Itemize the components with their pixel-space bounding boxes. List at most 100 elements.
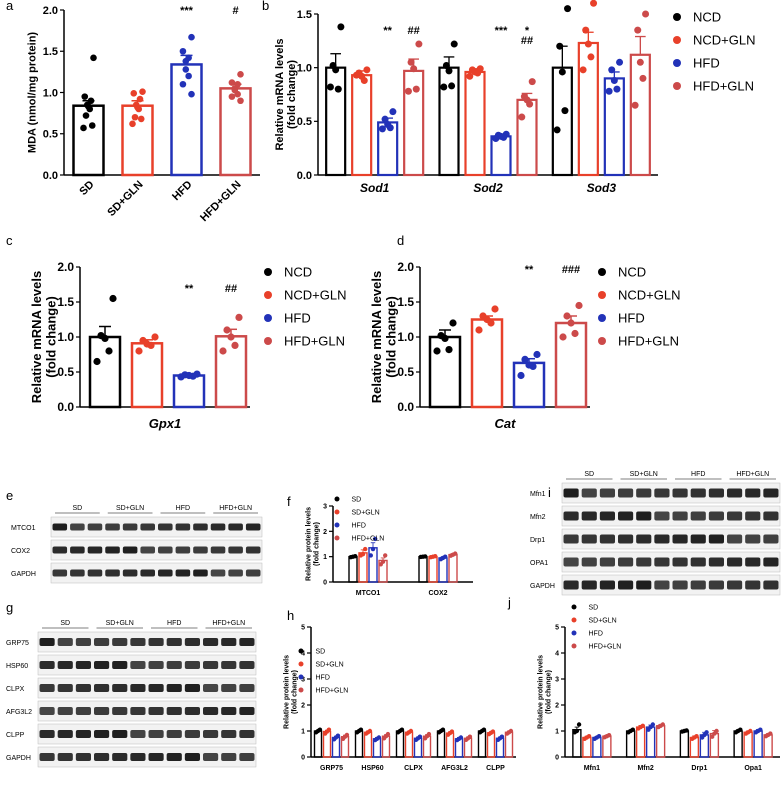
legend-label: NCD <box>284 265 312 280</box>
y-tick-label: 0.0 <box>297 170 312 182</box>
data-point <box>395 730 401 735</box>
panel-label-b: b <box>262 0 269 13</box>
significance-mark: ## <box>521 35 533 47</box>
blot-band <box>708 488 724 498</box>
data-point <box>90 54 97 62</box>
data-point <box>383 553 388 558</box>
y-tick-label: 3 <box>301 676 305 683</box>
blot-band <box>130 730 146 738</box>
blot-band <box>57 753 73 761</box>
data-point <box>631 101 639 109</box>
significance-mark: * <box>525 25 530 37</box>
blot-band <box>672 488 688 498</box>
blot-band <box>87 523 103 531</box>
blot-membrane <box>37 677 257 699</box>
significance-mark: ### <box>562 264 580 276</box>
bar <box>753 730 763 758</box>
bar <box>655 725 666 758</box>
x-tick-label: Sod3 <box>587 181 617 195</box>
group-label: SD+GLN <box>630 471 658 478</box>
data-point <box>579 66 587 74</box>
legend-b: NCD NCD+GLN HFD HFD+GLN <box>673 10 756 94</box>
data-point <box>463 737 469 743</box>
blot-band <box>184 684 200 692</box>
legend-marker <box>298 687 304 693</box>
blot-band <box>727 488 743 498</box>
y-axis-label-line: (fold change) <box>43 296 58 378</box>
blot-band <box>618 488 634 498</box>
blot-band <box>105 569 120 577</box>
blot-band <box>166 661 182 669</box>
legend-label: HFD <box>352 522 366 529</box>
data-point <box>590 0 598 7</box>
bar <box>438 557 448 583</box>
data-point <box>605 87 613 95</box>
data-point <box>474 69 482 77</box>
legend-label: SD <box>316 648 326 655</box>
panel-label-g: g <box>6 600 13 615</box>
blot-band <box>94 638 110 646</box>
data-point <box>331 737 337 742</box>
bar <box>635 726 646 758</box>
y-axis-label-line: (fold change) <box>286 60 298 129</box>
data-point <box>492 135 500 143</box>
x-tick-label: COX2 <box>428 590 447 597</box>
data-point <box>504 731 510 736</box>
data-point <box>418 554 423 560</box>
bar <box>403 69 425 177</box>
y-axis-label: Relative mRNA levels(fold change) <box>369 271 398 403</box>
data-point <box>528 78 536 86</box>
y-tick-label: 1.5 <box>397 295 414 309</box>
data-point <box>477 730 483 735</box>
blot-band <box>184 753 200 761</box>
bar <box>428 555 438 583</box>
data-point <box>679 729 685 734</box>
blot-e: SD SD+GLN HFD HFD+GLN MTCO1 COX2 GAPDH <box>11 505 263 584</box>
blot-band <box>39 753 55 761</box>
y-axis-label: MDA (nmol/mg protein) <box>26 32 38 154</box>
blot-band <box>94 753 110 761</box>
data-point <box>448 82 456 90</box>
blot-band <box>148 638 164 646</box>
blot-band <box>763 557 779 567</box>
blot-band <box>636 580 652 590</box>
data-point <box>556 42 564 50</box>
data-point <box>526 100 534 108</box>
blot-band <box>727 580 743 590</box>
data-point <box>334 85 342 93</box>
bar <box>348 555 358 583</box>
blot-band <box>221 730 237 738</box>
blot-membrane <box>561 482 781 504</box>
blot-membrane <box>37 631 257 653</box>
blot-band <box>122 569 138 577</box>
group-label: SD <box>60 620 70 627</box>
panel-label-e: e <box>6 488 13 503</box>
legend-label: HFD+GLN <box>284 334 345 349</box>
data-point <box>587 53 595 61</box>
blot-band <box>599 511 615 521</box>
data-point <box>563 312 571 320</box>
blot-band <box>39 684 55 692</box>
blot-band <box>763 488 779 498</box>
data-point <box>188 90 195 98</box>
blot-band <box>130 684 146 692</box>
blot-band <box>57 661 73 669</box>
data-point <box>151 333 159 341</box>
blot-band <box>75 753 91 761</box>
y-tick-label: 1.5 <box>297 9 312 21</box>
data-point <box>179 47 187 55</box>
y-tick-label: 0.0 <box>43 170 58 182</box>
bar <box>486 732 496 758</box>
data-point <box>592 736 597 741</box>
panel-label-i: i <box>548 485 551 500</box>
blot-band <box>158 523 173 531</box>
data-point <box>634 26 642 34</box>
legend-marker <box>598 314 606 322</box>
blot-band <box>140 523 155 531</box>
data-point <box>553 126 561 134</box>
legend-marker <box>598 291 606 299</box>
blot-band <box>75 661 91 669</box>
data-point <box>370 546 376 552</box>
blot-row-label: HSP60 <box>6 663 28 670</box>
